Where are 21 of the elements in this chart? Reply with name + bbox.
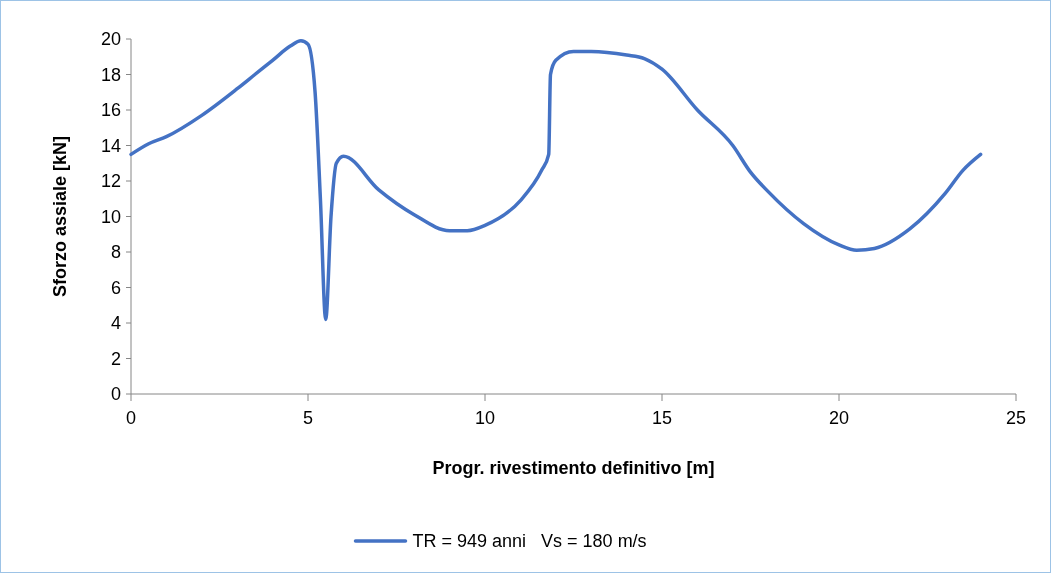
y-tick-label: 4 [110, 313, 121, 334]
x-tick-label: 10 [474, 408, 496, 428]
y-axis-title: Sforzo assiale [kN] [50, 135, 70, 298]
y-tick-label: 10 [100, 206, 121, 227]
x-tick-label: 5 [302, 408, 314, 428]
legend-label: TR = 949 anni Vs = 180 m/s [412, 531, 647, 552]
x-tick-label: 20 [828, 408, 850, 428]
x-tick-label: 0 [125, 408, 137, 428]
x-axis-title: Progr. rivestimento definitivo [m] [432, 458, 715, 478]
x-tick-label: 25 [1005, 408, 1027, 428]
y-tick-label: 8 [110, 242, 121, 263]
y-tick-label: 12 [100, 171, 121, 192]
x-tick-label: 15 [651, 408, 673, 428]
y-tick-label: 0 [110, 384, 121, 405]
y-tick-label: 6 [110, 277, 121, 298]
line-series [129, 39, 983, 322]
y-tick-label: 2 [110, 348, 121, 369]
y-tick-label: 16 [100, 100, 121, 121]
y-tick-label: 18 [100, 64, 121, 85]
y-tick-label: 14 [100, 135, 121, 156]
y-tick-label: 20 [100, 29, 121, 50]
